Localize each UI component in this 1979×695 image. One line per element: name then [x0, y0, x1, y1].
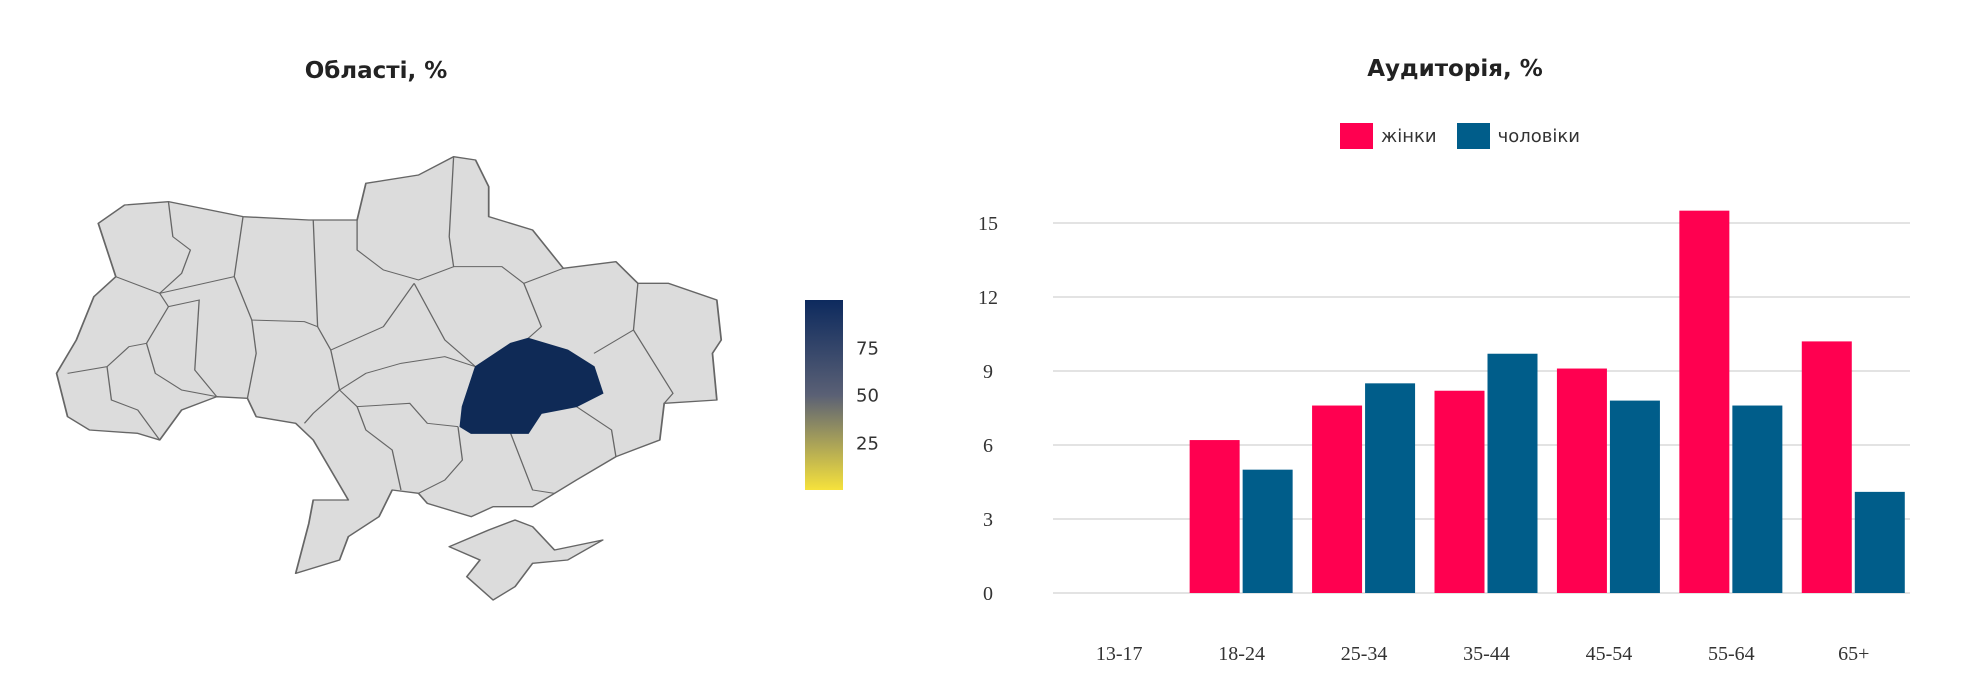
map-outline	[55, 156, 723, 574]
y-tick-label: 9	[983, 361, 993, 383]
legend-swatch-men	[1456, 123, 1490, 149]
colorbar	[805, 300, 843, 490]
bar-men	[1242, 469, 1293, 593]
colorbar-tick: 75	[856, 338, 879, 360]
bar-women	[1679, 210, 1730, 593]
x-tick-label: 18-24	[1218, 643, 1265, 665]
legend-label-women: жінки	[1381, 125, 1437, 147]
bar-women	[1801, 341, 1852, 593]
ukraine-regions-map	[55, 156, 723, 601]
x-tick-label: 35-44	[1463, 643, 1510, 665]
bar-men	[1854, 491, 1905, 593]
x-tick-label: 65+	[1838, 643, 1869, 665]
bar-women	[1312, 405, 1363, 593]
legend-swatch-women	[1340, 123, 1373, 149]
y-tick-label: 3	[983, 509, 993, 531]
y-tick-label: 6	[983, 435, 993, 457]
chart-title: Аудиторія, %	[1367, 56, 1543, 82]
map-region-crimea	[448, 519, 604, 601]
y-tick-label: 15	[978, 213, 998, 235]
chart-legend: жінки чоловіки	[1340, 123, 1580, 149]
colorbar-tick: 25	[856, 433, 879, 455]
x-tick-label: 55-64	[1708, 643, 1755, 665]
y-tick-label: 12	[978, 287, 998, 309]
bar-women	[1434, 390, 1485, 593]
bar-women	[1556, 368, 1607, 593]
bar-men	[1732, 405, 1783, 593]
x-tick-label: 13-17	[1096, 643, 1143, 665]
colorbar-tick: 50	[856, 385, 879, 407]
bar-chart: 0 3 6 9 12 15 13-17 18-24 25-34 35-44 45-54 55-64 65…	[978, 210, 1910, 665]
legend-label-men: чоловіки	[1497, 125, 1580, 147]
x-tick-label: 25-34	[1341, 643, 1388, 665]
bar-women	[1189, 440, 1240, 593]
bar-men	[1609, 400, 1660, 593]
map-region-dnipropetrovsk	[459, 337, 604, 434]
map-title: Області, %	[304, 58, 448, 84]
y-tick-label: 0	[983, 583, 993, 605]
bar-men	[1365, 383, 1416, 593]
bar-men	[1487, 353, 1538, 593]
x-tick-label: 45-54	[1586, 643, 1633, 665]
